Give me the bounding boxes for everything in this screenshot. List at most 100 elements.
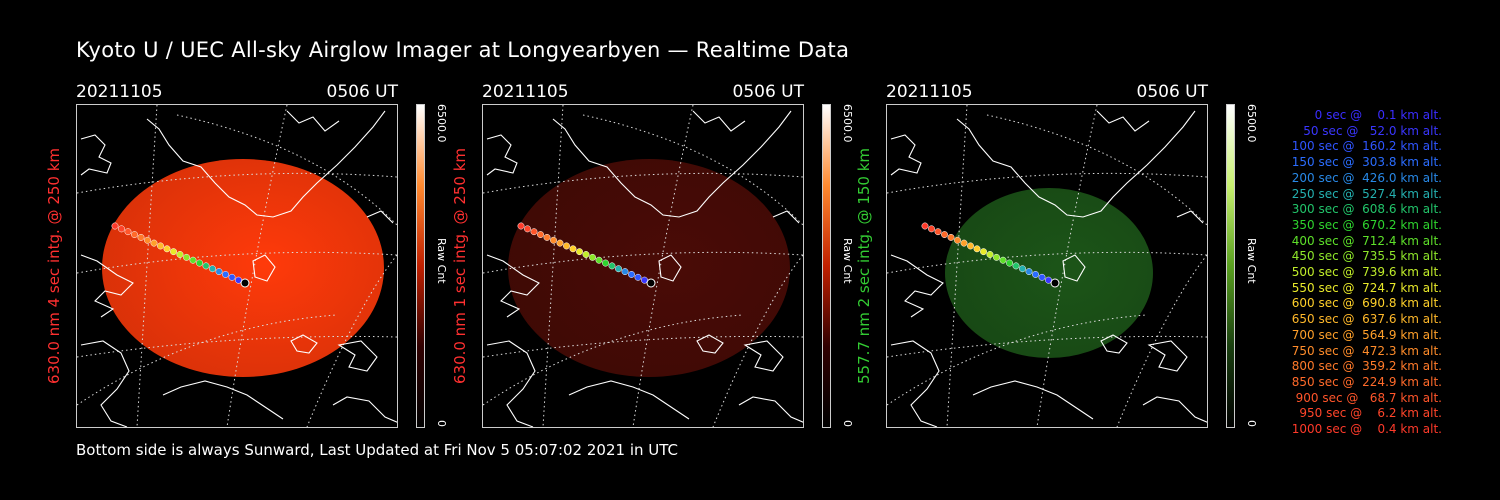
trajectory-point	[954, 236, 961, 244]
trajectory-point	[163, 245, 171, 253]
colorbar	[1226, 104, 1235, 428]
trajectory-point	[595, 256, 603, 264]
trajectory-point	[569, 245, 577, 253]
trajectory-point	[144, 236, 151, 244]
panel-time: 0506 UT	[326, 82, 399, 102]
trajectory-point	[537, 231, 544, 239]
trajectory-point	[202, 262, 210, 270]
coastline	[890, 110, 1207, 427]
legend-entry: 950 sec @ 6.2 km alt.	[1295, 406, 1442, 421]
airglow-image-disk	[102, 159, 384, 377]
legend-entry: 150 sec @ 303.8 km alt.	[1287, 155, 1442, 170]
legend-entry: 500 sec @ 739.6 km alt.	[1287, 265, 1442, 280]
colorbar-min-label: 0	[1245, 420, 1258, 427]
trajectory-point	[993, 253, 1000, 261]
trajectory-point	[960, 239, 968, 247]
legend-entry: 300 sec @ 608.6 km alt.	[1287, 202, 1442, 217]
observation-site-marker	[1050, 278, 1060, 288]
panel-557nm-2sec: 20211105 0506 UT 557.7 nm 2 sec intg. @ …	[855, 80, 1286, 430]
panel-date: 20211105	[886, 82, 973, 102]
trajectory-point	[1032, 271, 1039, 278]
colorbar	[416, 104, 425, 428]
legend-entry: 50 sec @ 52.0 km alt.	[1295, 123, 1442, 138]
trajectory-point	[118, 225, 125, 233]
trajectory-point	[215, 268, 223, 276]
panel-630nm-4sec: 20211105 0506 UT 630.0 nm 4 sec intg. @ …	[45, 80, 476, 430]
trajectory-point	[934, 228, 942, 236]
trajectory-point	[986, 251, 994, 258]
observation-site-marker	[646, 278, 656, 288]
trajectory-point	[1038, 273, 1046, 281]
allsky-image	[886, 104, 1208, 428]
legend-entry: 800 sec @ 359.2 km alt.	[1287, 359, 1442, 374]
colorbar-unit-label: Raw Cnt	[1245, 238, 1258, 284]
trajectory-point	[189, 256, 197, 264]
trajectory-point	[543, 233, 551, 241]
trajectory-point	[157, 242, 164, 250]
allsky-image	[482, 104, 804, 428]
panel-time: 0506 UT	[732, 82, 805, 102]
allsky-map-svg	[887, 105, 1207, 427]
trajectory-point	[628, 271, 635, 278]
legend-entry: 350 sec @ 670.2 km alt.	[1287, 217, 1442, 232]
trajectory-point	[1025, 268, 1033, 276]
trajectory-point	[209, 265, 216, 273]
trajectory-point	[589, 253, 596, 261]
trajectory-point	[228, 273, 236, 281]
coastline	[486, 110, 803, 427]
legend-entry: 850 sec @ 224.9 km alt.	[1287, 374, 1442, 389]
trajectory-point	[131, 231, 138, 239]
trajectory-point	[150, 239, 158, 247]
trajectory-point	[517, 222, 525, 230]
panel-date: 20211105	[76, 82, 163, 102]
colorbar-unit-label: Raw Cnt	[841, 238, 854, 284]
trajectory-point	[621, 268, 629, 276]
legend-entry: 900 sec @ 68.7 km alt.	[1291, 390, 1442, 405]
trajectory-legend: 0 sec @ 0.1 km alt. 50 sec @ 52.0 km alt…	[1262, 108, 1442, 438]
allsky-map-svg	[77, 105, 397, 427]
legend-entry: 100 sec @ 160.2 km alt.	[1287, 139, 1442, 154]
legend-entry: 700 sec @ 564.9 km alt.	[1287, 327, 1442, 342]
observation-site-marker	[240, 278, 250, 288]
airglow-image-disk	[945, 188, 1153, 358]
trajectory-point	[615, 265, 622, 273]
trajectory-point	[576, 248, 583, 256]
trajectory-point	[941, 231, 948, 239]
colorbar-min-label: 0	[841, 420, 854, 427]
legend-entry: 1000 sec @ 0.4 km alt.	[1291, 422, 1442, 437]
legend-entry: 650 sec @ 637.6 km alt.	[1287, 312, 1442, 327]
colorbar-max-label: 6500.0	[841, 104, 854, 143]
trajectory-point	[999, 256, 1007, 264]
panel-ylabel: 557.7 nm 2 sec intg. @ 150 km	[855, 147, 873, 385]
trajectory-point	[582, 251, 590, 258]
trajectory-point	[196, 259, 203, 267]
legend-entry: 200 sec @ 426.0 km alt.	[1287, 170, 1442, 185]
colorbar-max-label: 6500.0	[435, 104, 448, 143]
colorbar-unit-label: Raw Cnt	[435, 238, 448, 284]
trajectory-point	[176, 251, 184, 258]
trajectory-point	[183, 253, 190, 261]
coastline	[80, 110, 397, 427]
page-title: Kyoto U / UEC All-sky Airglow Imager at …	[76, 38, 850, 62]
trajectory-point	[1012, 262, 1020, 270]
airglow-image-disk	[508, 159, 790, 377]
legend-entry: 750 sec @ 472.3 km alt.	[1287, 343, 1442, 358]
colorbar-min-label: 0	[435, 420, 448, 427]
trajectory-point	[563, 242, 570, 250]
trajectory-point	[947, 233, 955, 241]
colorbar	[822, 104, 831, 428]
trajectory-point	[602, 259, 609, 267]
trajectory-point	[1019, 265, 1026, 273]
trajectory-point	[524, 225, 531, 233]
legend-entry: 250 sec @ 527.4 km alt.	[1287, 186, 1442, 201]
panel-ylabel: 630.0 nm 4 sec intg. @ 250 km	[45, 147, 63, 385]
panel-630nm-1sec: 20211105 0506 UT 630.0 nm 1 sec intg. @ …	[451, 80, 882, 430]
legend-entry: 550 sec @ 724.7 km alt.	[1287, 280, 1442, 295]
trajectory-point	[921, 222, 929, 230]
legend-entry: 400 sec @ 712.4 km alt.	[1287, 233, 1442, 248]
trajectory-point	[967, 242, 974, 250]
legend-entry: 450 sec @ 735.5 km alt.	[1287, 249, 1442, 264]
trajectory-point	[634, 273, 642, 281]
trajectory-point	[550, 236, 557, 244]
trajectory-point	[111, 222, 119, 230]
